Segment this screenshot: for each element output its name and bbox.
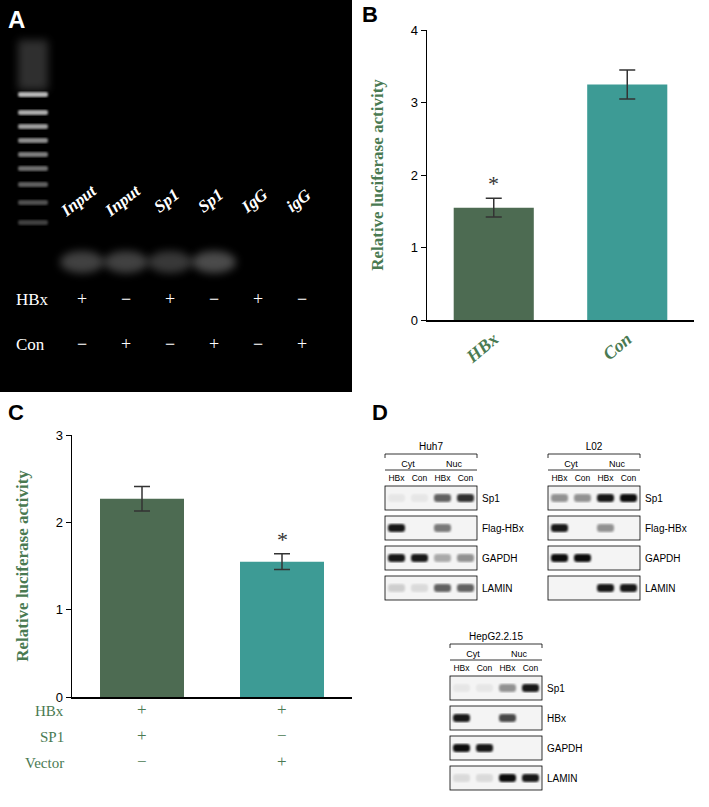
svg-text:+: + (121, 334, 131, 354)
svg-text:Nuc: Nuc (511, 649, 528, 659)
svg-text:+: + (253, 289, 263, 309)
svg-text:L02: L02 (586, 441, 603, 452)
svg-text:Huh7: Huh7 (419, 441, 443, 452)
svg-text:−: − (277, 726, 287, 745)
svg-text:LAMIN: LAMIN (547, 773, 578, 784)
svg-text:Cyt: Cyt (401, 459, 415, 469)
svg-text:2: 2 (411, 168, 418, 183)
svg-text:+: + (165, 289, 175, 309)
svg-text:Sp1: Sp1 (645, 493, 663, 504)
svg-text:*: * (277, 527, 288, 552)
svg-text:Cyt: Cyt (564, 459, 578, 469)
svg-text:Flag-HBx: Flag-HBx (482, 523, 524, 534)
svg-text:2: 2 (56, 515, 63, 530)
svg-text:1: 1 (56, 602, 63, 617)
svg-text:HBx: HBx (453, 663, 470, 673)
svg-text:igG: igG (283, 185, 315, 216)
svg-text:HBx: HBx (388, 473, 405, 483)
svg-text:Con: Con (621, 473, 637, 483)
svg-text:Con: Con (477, 663, 493, 673)
svg-text:−: − (77, 334, 87, 354)
svg-text:Con: Con (16, 335, 45, 354)
svg-text:LAMIN: LAMIN (645, 583, 676, 594)
svg-text:−: − (209, 289, 219, 309)
svg-text:3: 3 (411, 95, 418, 110)
svg-text:Nuc: Nuc (446, 459, 463, 469)
svg-text:−: − (297, 289, 307, 309)
svg-text:GAPDH: GAPDH (645, 553, 681, 564)
svg-text:Vector: Vector (25, 755, 64, 771)
svg-text:1: 1 (411, 240, 418, 255)
svg-text:SP1: SP1 (40, 729, 64, 745)
svg-text:−: − (137, 752, 147, 771)
svg-text:GAPDH: GAPDH (547, 743, 583, 754)
svg-text:+: + (209, 334, 219, 354)
svg-text:Con: Con (599, 329, 636, 364)
svg-text:Flag-HBx: Flag-HBx (645, 523, 687, 534)
svg-text:−: − (165, 334, 175, 354)
svg-text:HBx: HBx (547, 713, 566, 724)
svg-text:+: + (277, 752, 287, 771)
svg-text:+: + (137, 726, 147, 745)
svg-text:Cyt: Cyt (466, 649, 480, 659)
svg-text:Relative luciferase activity: Relative luciferase activity (368, 79, 387, 271)
svg-text:HepG2.2.15: HepG2.2.15 (469, 631, 523, 642)
svg-text:HBx: HBx (434, 473, 451, 483)
svg-text:B: B (362, 2, 378, 27)
svg-text:Sp1: Sp1 (547, 683, 565, 694)
svg-text:C: C (8, 400, 24, 425)
svg-text:LAMIN: LAMIN (482, 583, 513, 594)
svg-text:IgG: IgG (237, 184, 272, 217)
svg-text:+: + (297, 334, 307, 354)
svg-text:−: − (121, 289, 131, 309)
svg-text:GAPDH: GAPDH (482, 553, 518, 564)
svg-text:HBx: HBx (597, 473, 614, 483)
svg-text:4: 4 (411, 23, 418, 38)
svg-text:Nuc: Nuc (609, 459, 626, 469)
svg-text:Con: Con (575, 473, 591, 483)
svg-text:HBx: HBx (35, 703, 64, 719)
svg-text:0: 0 (411, 313, 418, 328)
svg-text:Con: Con (458, 473, 474, 483)
svg-text:HBx: HBx (16, 290, 49, 309)
svg-text:3: 3 (56, 428, 63, 443)
svg-text:Relative luciferase activity: Relative luciferase activity (13, 470, 32, 662)
svg-text:*: * (488, 171, 499, 196)
svg-text:−: − (253, 334, 263, 354)
svg-text:HBx: HBx (462, 329, 502, 367)
svg-text:+: + (137, 700, 147, 719)
svg-text:Sp1: Sp1 (194, 185, 227, 216)
svg-text:0: 0 (56, 690, 63, 705)
svg-text:HBx: HBx (499, 663, 516, 673)
svg-text:+: + (77, 289, 87, 309)
svg-text:A: A (8, 6, 25, 33)
svg-text:Input: Input (101, 180, 145, 220)
svg-text:Con: Con (523, 663, 539, 673)
svg-text:Sp1: Sp1 (150, 185, 183, 216)
svg-text:HBx: HBx (551, 473, 568, 483)
svg-text:Input: Input (57, 180, 101, 220)
svg-text:Con: Con (412, 473, 428, 483)
svg-text:+: + (277, 700, 287, 719)
svg-text:Sp1: Sp1 (482, 493, 500, 504)
svg-text:D: D (372, 400, 388, 425)
